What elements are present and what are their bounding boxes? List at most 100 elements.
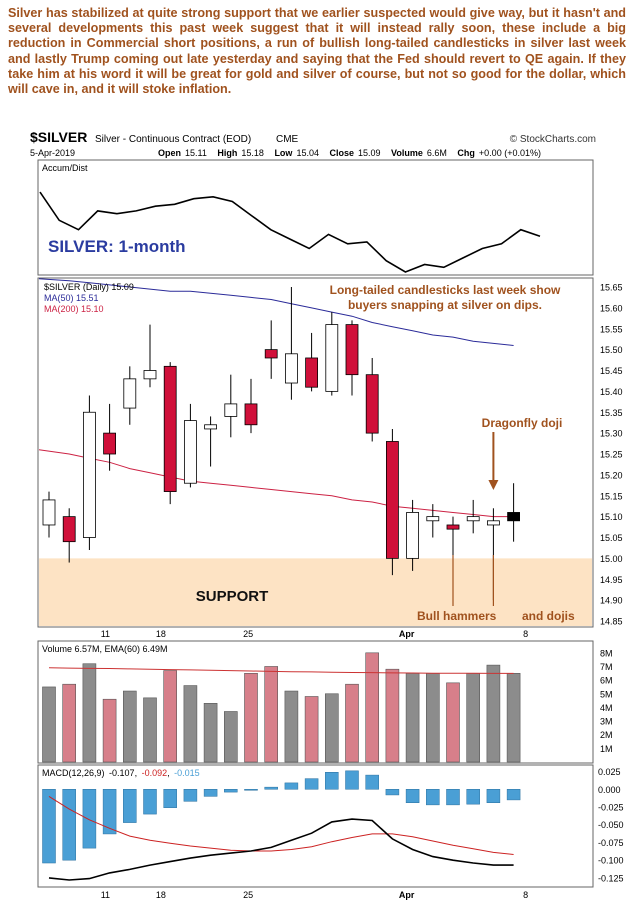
macd-histogram-bar: [143, 789, 157, 815]
volume-bar: [264, 666, 279, 763]
macd-histogram-bar: [446, 789, 460, 806]
volume-bar: [42, 686, 56, 763]
candle-body: [305, 357, 319, 388]
volume-tick-label: 2M: [600, 730, 613, 740]
volume-bar: [405, 672, 420, 763]
macd-tick-label: -0.025: [598, 803, 624, 813]
macd-histogram-bar: [203, 789, 218, 797]
macd-tick-label: -0.125: [598, 873, 624, 883]
candle-body: [486, 520, 500, 526]
macd-histogram-bar: [466, 789, 480, 805]
candle-body: [426, 516, 440, 522]
accum-dist-panel: [37, 159, 594, 276]
volume-bar: [203, 703, 218, 763]
brand-label: © StockCharts.com: [510, 134, 596, 145]
macd-histogram-bar: [486, 789, 501, 803]
ma200-legend: MA(200) 15.10: [44, 304, 104, 314]
support-zone: [39, 558, 592, 626]
macd-histogram-bar: [405, 789, 420, 803]
price-x-tick-label: 25: [243, 629, 253, 639]
candle-body: [345, 324, 359, 376]
macd-histogram-bar: [224, 789, 238, 793]
macd-tick-label: -0.075: [598, 838, 624, 848]
date-label: 5-Apr-2019: [30, 148, 75, 158]
volume-tick-label: 4M: [600, 703, 613, 713]
volume-bar: [62, 683, 77, 763]
candle-body: [103, 432, 116, 455]
price-tick-label: 15.35: [600, 408, 623, 418]
price-plot: [38, 278, 592, 626]
macd-tick-label: 0.000: [598, 785, 621, 795]
volume-ema-line: [48, 667, 514, 674]
volume-bar: [102, 698, 117, 763]
macd-x-tick-label: 8: [523, 890, 528, 900]
price-tick-label: 15.45: [600, 366, 623, 376]
macd-tick-label: -0.100: [598, 856, 624, 866]
macd-histogram-bar: [183, 789, 198, 802]
macd-histogram-bar: [42, 789, 56, 864]
price-tick-label: 15.05: [600, 533, 623, 543]
volume-plot: [42, 652, 521, 763]
candle-body: [325, 324, 339, 392]
candle-body: [83, 411, 96, 538]
volume-bar: [163, 670, 177, 763]
accum-dist-line: [39, 191, 541, 273]
macd-histogram-bar: [264, 786, 278, 790]
accum-dist-plot: [39, 191, 541, 273]
macd-plot: [42, 770, 521, 881]
macd-histogram-bar: [426, 789, 440, 806]
volume-tick-label: 3M: [600, 717, 613, 727]
macd-histogram-bar: [82, 789, 97, 849]
macd-tick-label: -0.050: [598, 820, 624, 830]
candle-body: [385, 441, 399, 559]
price-tick-label: 14.95: [600, 575, 623, 585]
price-panel: [37, 277, 594, 628]
volume-bar: [304, 696, 319, 763]
candle-body: [183, 420, 197, 484]
candle-body: [406, 512, 420, 559]
volume-bar: [385, 668, 400, 763]
candle-body: [244, 403, 258, 426]
candle-body: [446, 524, 460, 530]
volume-bar: [506, 672, 521, 763]
accum-dist-legend: Accum/Dist: [42, 163, 88, 173]
volume-tick-label: 7M: [600, 662, 613, 672]
macd-histogram-bar: [506, 789, 521, 801]
macd-histogram-bar: [102, 789, 117, 835]
support-label: SUPPORT: [196, 588, 269, 605]
volume-bar: [324, 693, 339, 763]
volume-bar: [82, 663, 97, 763]
macd-line: [48, 818, 514, 881]
price-tick-label: 15.30: [600, 429, 623, 439]
price-tick-label: 15.25: [600, 450, 623, 460]
price-legend: $SILVER (Daily) 15.09: [44, 282, 134, 292]
macd-histogram-bar: [385, 789, 400, 796]
price-tick-label: 15.15: [600, 491, 623, 501]
candle-body: [204, 424, 218, 430]
macd-x-tick-label: 11: [101, 890, 110, 900]
longtail-annotation: Long-tailed candlesticks last week show b…: [330, 283, 561, 312]
candle-body: [42, 499, 56, 526]
candle-body: [123, 378, 137, 409]
volume-bar: [345, 683, 359, 763]
volume-tick-label: 8M: [600, 648, 613, 658]
macd-histogram-bar: [284, 782, 299, 790]
price-x-tick-label: 18: [156, 629, 166, 639]
hammers-annotation: Bull hammers: [417, 609, 497, 623]
macd-histogram-bar: [163, 789, 177, 808]
macd-histogram-bar: [62, 789, 76, 861]
price-tick-label: 15.40: [600, 387, 623, 397]
macd-legend: MACD(12,26,9) -0.107, -0.092, -0.015: [42, 768, 200, 778]
macd-panel: [37, 764, 594, 888]
ohlc-readout: Open 15.11 High 15.18 Low 15.04 Close 15.09 …: [158, 148, 541, 158]
candle-body: [264, 349, 278, 359]
chart-title: SILVER: 1-month: [48, 237, 186, 256]
volume-tick-label: 1M: [600, 744, 613, 754]
volume-bar: [123, 690, 137, 763]
candle-body: [284, 353, 298, 384]
ma50-legend: MA(50) 15.51: [44, 293, 99, 303]
volume-bar: [284, 690, 299, 763]
price-x-tick-label: 8: [523, 629, 528, 639]
candle-body: [365, 374, 379, 434]
